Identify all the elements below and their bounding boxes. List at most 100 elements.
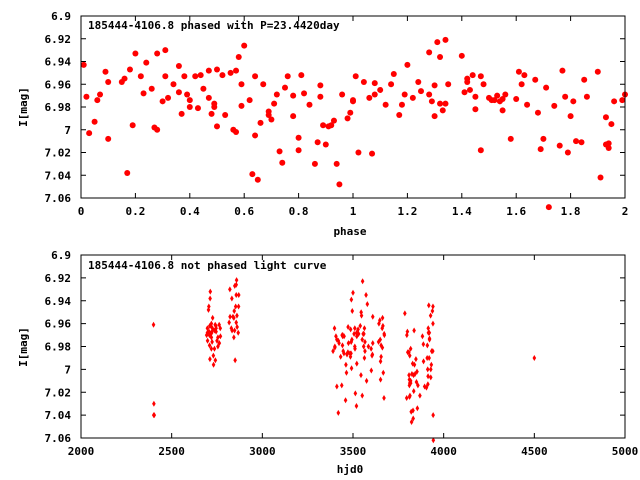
phased-plot-data-point — [437, 53, 444, 60]
unphased-plot-ytick-label: 6.94 — [45, 295, 72, 308]
phased-plot-data-point — [418, 88, 424, 95]
phased-plot-data-point — [233, 67, 240, 74]
unphased-plot-data-point — [363, 338, 367, 345]
phased-plot-data-point — [282, 84, 288, 91]
phased-plot-data-point — [105, 78, 112, 85]
unphased-plot-data-point — [405, 332, 409, 339]
unphased-plot-data-point — [426, 325, 431, 332]
unphased-plot-data-point — [431, 320, 435, 327]
phased-plot-xtick-label: 1.6 — [506, 205, 526, 218]
unphased-plot-ticks: 2000 2500 3000 3500 4000 4500 5000 6.9 6.92 6.94 6… — [45, 249, 639, 458]
unphased-plot-data-point — [232, 334, 236, 341]
phased-plot-ytick-label: 7.02 — [45, 147, 72, 160]
unphased-plot-data-point — [415, 405, 420, 412]
phased-plot-data-point — [491, 97, 498, 104]
unphased-plot-data-point — [236, 292, 241, 299]
unphased-plot-data-point — [429, 361, 434, 368]
unphased-plot-data-point — [428, 366, 433, 373]
unphased-plot-data-point — [410, 360, 415, 367]
unphased-plot-data-point — [209, 345, 214, 352]
phased-plot-data-point — [578, 139, 585, 146]
unphased-plot-ytick-label: 7.02 — [45, 386, 72, 399]
phased-plot-data-point — [333, 160, 340, 167]
unphased-plot-data-point — [380, 314, 385, 321]
phased-plot-data-point — [105, 135, 112, 142]
phased-plot-data-point — [290, 113, 297, 120]
unphased-plot-data-point — [234, 277, 239, 284]
phased-plot-data-point — [396, 111, 403, 118]
unphased-plot-data-point — [411, 415, 416, 422]
phased-plot-data-point — [154, 50, 161, 57]
unphased-plot-data-point — [415, 368, 419, 375]
phased-plot-data-point — [132, 50, 139, 57]
phased-plot-frame — [80, 15, 626, 199]
unphased-plot-data-point — [360, 278, 365, 285]
unphased-plot-data-point — [378, 376, 383, 383]
phased-plot-data-point — [371, 80, 378, 87]
unphased-plot-ytick-label: 7.06 — [45, 432, 72, 445]
phased-plot-xtick-label: 0.4 — [180, 205, 200, 218]
phased-plot-data-point — [235, 53, 242, 60]
phased-plot-data-point — [175, 63, 182, 70]
phased-plot-data-point — [608, 121, 615, 128]
phased-plot-data-point — [184, 91, 191, 98]
unphased-plot-ytick-label: 6.96 — [45, 318, 72, 331]
phased-plot-data-point — [499, 107, 506, 114]
unphased-plot-data-point — [411, 407, 415, 414]
phased-plot-data-point — [86, 130, 93, 137]
unphased-plot-data-point — [227, 319, 231, 326]
unphased-plot-data-point — [426, 373, 430, 380]
phased-plot-data-point — [619, 97, 626, 104]
phased-plot-xlabel: phase — [333, 225, 366, 238]
unphased-plot-data-point — [416, 382, 420, 389]
phased-plot-data-point — [311, 160, 318, 167]
phased-plot-data-point — [543, 84, 550, 91]
phased-plot-xtick-label: 0.2 — [125, 205, 145, 218]
unphased-plot-data-point — [407, 372, 411, 379]
phased-plot-data-point — [97, 91, 104, 98]
phased-plot-data-point — [254, 176, 261, 183]
unphased-plot-data-point — [351, 289, 355, 296]
unphased-plot-data-point — [420, 333, 425, 340]
unphased-plot-data-point — [218, 333, 223, 340]
unphased-plot-data-point — [431, 412, 435, 419]
unphased-plot-data-point — [235, 324, 239, 331]
phased-plot-data-point — [480, 81, 487, 88]
unphased-plot-data-point — [427, 354, 431, 361]
unphased-plot-data-point — [430, 348, 435, 355]
phased-plot-data-point — [181, 73, 188, 80]
unphased-plot-data-point — [378, 317, 382, 324]
phased-plot-data-point — [445, 81, 452, 88]
unphased-plot-xtick-label: 4500 — [521, 445, 548, 458]
phased-plot-data-point — [186, 97, 193, 104]
unphased-plot-data-point — [370, 313, 375, 320]
phased-plot-data-point — [382, 101, 389, 108]
phased-plot-ytick-label: 6.98 — [45, 101, 72, 114]
unphased-plot-frame — [80, 254, 626, 439]
unphased-plot-data-point — [418, 392, 422, 399]
phased-plot-data-point — [249, 171, 256, 178]
phased-plot-data-point — [597, 174, 604, 181]
phased-plot-data-point — [594, 68, 601, 75]
unphased-plot-data-point — [370, 340, 375, 347]
unphased-plot-data-point — [207, 303, 211, 310]
phased-plot-data-point — [165, 94, 172, 101]
unphased-plot-data-point — [230, 327, 234, 334]
phased-plot-data-point — [371, 91, 378, 98]
phased-plot-data-point — [431, 82, 438, 89]
phased-plot-data-point — [551, 102, 558, 109]
phased-plot-data-point — [537, 146, 544, 153]
unphased-plot-data-point — [356, 326, 360, 333]
unphased-plot-data-point — [382, 394, 386, 401]
phased-plot-data-point — [257, 119, 264, 126]
unphased-plot-data-point — [229, 325, 234, 332]
unphased-plot-data-point — [354, 402, 359, 409]
unphased-plot-data-point — [353, 345, 357, 352]
unphased-plot-data-point — [379, 353, 383, 360]
unphased-plot-data-point — [214, 325, 218, 332]
unphased-plot-data-point — [382, 332, 387, 339]
unphased-plot-data-point — [427, 329, 432, 336]
phased-plot-data-point — [466, 86, 473, 93]
unphased-plot-data-point — [338, 353, 343, 360]
unphased-plot-data-point — [366, 343, 371, 350]
